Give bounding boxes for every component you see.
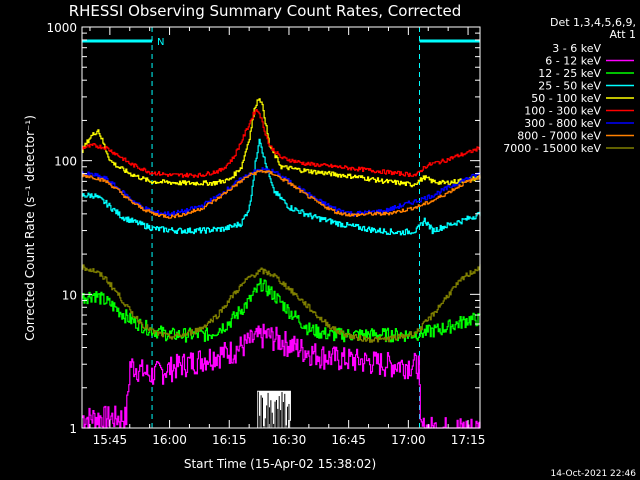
footer-timestamp: 14-Oct-2021 22:46 — [551, 469, 637, 479]
x-axis-label: Start Time (15-Apr-02 15:38:02) — [184, 457, 376, 471]
legend-header-attenuator: Att 1 — [610, 28, 636, 41]
legend-label-8: 7000 - 15000 keV — [503, 142, 601, 155]
legend-label-2: 12 - 25 keV — [538, 67, 601, 80]
x-tick-label: 16:15 — [212, 433, 247, 447]
legend-label-1: 6 - 12 keV — [545, 55, 601, 68]
y-tick-label: 1 — [69, 422, 77, 436]
x-tick-label: 16:30 — [272, 433, 307, 447]
legend-label-3: 25 - 50 keV — [538, 80, 601, 93]
series-line-7 — [82, 169, 481, 219]
series-line-3 — [82, 138, 481, 236]
axes: 15:45 16:00 16:15 16:30 16:45 17:00 17:15 1 10 10… — [46, 21, 485, 447]
legend-header-detectors: Det 1,3,4,5,6,9, — [550, 16, 636, 29]
series-line-5 — [82, 108, 481, 178]
x-tick-label: 17:15 — [451, 433, 486, 447]
legend-label-6: 300 - 800 keV — [524, 117, 601, 130]
legend-label-0: 3 - 6 keV — [552, 42, 601, 55]
chart-title: RHESSI Observing Summary Count Rates, Co… — [69, 2, 462, 20]
legend-label-7: 800 - 7000 keV — [517, 130, 601, 143]
y-tick-label: 100 — [54, 155, 77, 169]
legend-label-4: 50 - 100 keV — [531, 92, 601, 105]
series-line-4 — [82, 98, 481, 188]
legend-label-5: 100 - 300 keV — [524, 105, 601, 118]
y-tick-label: 1000 — [46, 21, 77, 35]
x-tick-label: 17:00 — [391, 433, 426, 447]
series-line-8 — [82, 264, 481, 343]
x-tick-label: 16:00 — [152, 433, 187, 447]
y-axis-label: Corrected Count Rate (s⁻¹ detector⁻¹) — [23, 115, 37, 341]
plot-frame — [81, 26, 481, 429]
x-tick-label: 16:45 — [331, 433, 366, 447]
night-label: N — [157, 37, 164, 48]
x-tick-label: 15:45 — [93, 433, 128, 447]
series-line-1 — [82, 323, 481, 429]
series-lines — [82, 98, 481, 429]
y-tick-label: 10 — [62, 288, 77, 302]
